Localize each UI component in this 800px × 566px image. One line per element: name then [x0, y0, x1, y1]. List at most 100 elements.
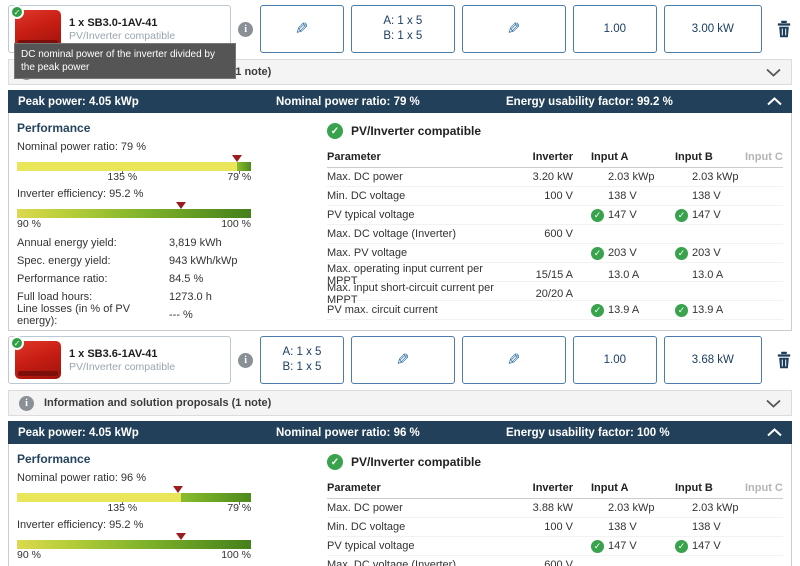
check-icon — [591, 208, 604, 222]
inverter-name: 1 x SB3.0-1AV-41 — [69, 16, 158, 29]
chevron-down-icon[interactable] — [766, 399, 781, 408]
quantity-value: 1.00 — [603, 354, 627, 366]
chevron-down-icon[interactable] — [766, 68, 781, 77]
stat-row: Performance ratio: 84.5 % — [17, 273, 204, 285]
check-icon — [675, 246, 688, 260]
stat-row: Spec. energy yield: 943 kWh/kWp — [17, 255, 238, 267]
table-row: Max. DC power 3.88 kW 2.03 kWp 2.03 kWp — [327, 499, 783, 518]
nominal-power-field[interactable]: 3.68 kW — [663, 336, 762, 384]
stat-row: Line losses (in % of PV energy): --- % — [17, 303, 193, 327]
value-marker-icon — [175, 202, 186, 209]
bar-tick-label: 135 % — [107, 502, 138, 514]
summary-bar: Peak power: 4.05 kWp Nominal power ratio… — [8, 90, 792, 113]
info-icon — [19, 395, 34, 411]
value-marker-icon — [175, 533, 186, 540]
compatible-check-icon — [10, 336, 24, 350]
compatibility-title: PV/Inverter compatible — [351, 455, 482, 469]
bar-green-zone — [236, 162, 251, 171]
info-icon[interactable] — [238, 21, 254, 37]
quantity-field[interactable]: 1.00 — [573, 336, 657, 384]
edit-strings-button[interactable]: ✎ — [461, 336, 566, 384]
string-configuration-box[interactable]: A: 1 x 5 B: 1 x 5 — [350, 5, 455, 53]
efficiency-bar — [17, 533, 251, 549]
bar-tick-label: 135 % — [107, 171, 138, 183]
chevron-up-icon[interactable] — [767, 428, 782, 437]
inverter-product-image — [10, 5, 61, 48]
table-row: Max. input short-circuit current per MPP… — [327, 282, 783, 306]
inverter-device-card[interactable]: 1 x SB3.6-1AV-41 PV/Inverter compatible — [8, 336, 232, 384]
bar-tick-label: 90 % — [17, 218, 41, 230]
edit-inverter-button[interactable]: ✎ — [260, 5, 344, 53]
inverter-row-1: 1 x SB3.0-1AV-41 PV/Inverter compatible … — [8, 5, 792, 53]
performance-panel: Performance Nominal power ratio: 79 % 13… — [9, 113, 307, 330]
nominal-ratio-label: Nominal power ratio: 79 % — [17, 141, 147, 153]
table-row: PV typical voltage 147 V 147 V — [327, 206, 783, 225]
quantity-field[interactable]: 1.00 — [573, 5, 657, 53]
table-header: Parameter Inverter Input A Input B Input… — [327, 147, 783, 168]
table-row: PV max. circuit current 13.9 A 13.9 A — [327, 301, 783, 320]
usability-summary: Energy usability factor: 100 % — [506, 426, 670, 439]
compatibility-panel: PV/Inverter compatible Parameter Inverte… — [307, 444, 791, 566]
performance-title: Performance — [17, 121, 91, 135]
compatibility-title: PV/Inverter compatible — [351, 124, 482, 138]
string-a-label: A: 1 x 5 — [383, 15, 423, 27]
table-row: Max. operating input current per MPPT 15/… — [327, 263, 783, 287]
efficiency-label: Inverter efficiency: 95.2 % — [17, 519, 144, 531]
efficiency-bar — [17, 202, 251, 218]
string-a-label: A: 1 x 5 — [282, 346, 322, 358]
stat-row: Full load hours: 1273.0 h — [17, 291, 212, 303]
inverter-device-card[interactable]: 1 x SB3.0-1AV-41 PV/Inverter compatible — [8, 5, 232, 53]
performance-title: Performance — [17, 452, 91, 466]
bar-tick-label: 79 % — [227, 502, 252, 514]
edit-strings-button[interactable]: ✎ — [461, 5, 566, 53]
bar-tick-label: 100 % — [221, 218, 251, 230]
table-row: Max. DC voltage (Inverter) 600 V — [327, 556, 783, 566]
info-proposals-label: Information and solution proposals (1 no… — [44, 397, 272, 409]
table-row: Max. PV voltage 203 V 203 V — [327, 244, 783, 263]
delete-inverter-icon[interactable] — [776, 351, 792, 369]
detail-panel: Performance Nominal power ratio: 79 % 13… — [8, 113, 792, 331]
inverter-product-image — [10, 336, 61, 379]
nominal-ratio-summary: Nominal power ratio: 79 % — [276, 95, 420, 108]
pencil-icon: ✎ — [396, 352, 410, 369]
detail-panel: Performance Nominal power ratio: 96 % 13… — [8, 444, 792, 566]
bar-green-zone — [180, 493, 251, 502]
power-value: 3.68 kW — [691, 354, 734, 366]
table-header: Parameter Inverter Input A Input B Input… — [327, 478, 783, 499]
peak-power-summary: Peak power: 4.05 kWp — [18, 95, 139, 108]
efficiency-label: Inverter efficiency: 95.2 % — [17, 188, 144, 200]
bar-tick-label: 79 % — [227, 171, 252, 183]
string-b-label: B: 1 x 5 — [383, 30, 423, 42]
compatibility-panel: PV/Inverter compatible Parameter Inverte… — [307, 113, 791, 330]
nominal-ratio-label: Nominal power ratio: 96 % — [17, 472, 147, 484]
nominal-power-field[interactable]: 3.00 kW — [663, 5, 762, 53]
peak-power-summary: Peak power: 4.05 kWp — [18, 426, 139, 439]
power-value: 3.00 kW — [691, 23, 734, 35]
pencil-icon: ✎ — [507, 21, 521, 38]
bar-tick-label: 90 % — [17, 549, 41, 561]
check-icon — [675, 303, 688, 317]
string-configuration-box[interactable]: A: 1 x 5 B: 1 x 5 — [260, 336, 344, 384]
check-icon — [591, 303, 604, 317]
table-row: Min. DC voltage 100 V 138 V 138 V — [327, 187, 783, 206]
delete-inverter-icon[interactable] — [776, 20, 792, 38]
pencil-icon: ✎ — [507, 352, 521, 369]
inverter-status: PV/Inverter compatible — [69, 360, 176, 373]
usability-summary: Energy usability factor: 99.2 % — [506, 95, 673, 108]
performance-panel: Performance Nominal power ratio: 96 % 13… — [9, 444, 307, 566]
nominal-ratio-bar — [17, 486, 251, 505]
inverter-status: PV/Inverter compatible — [69, 29, 176, 42]
inverter-row-2: 1 x SB3.6-1AV-41 PV/Inverter compatible … — [8, 336, 792, 384]
table-row: PV typical voltage 147 V 147 V — [327, 537, 783, 556]
bar-tick-label: 100 % — [221, 549, 251, 561]
check-icon — [591, 246, 604, 260]
info-icon[interactable] — [238, 352, 254, 368]
check-icon — [675, 539, 688, 553]
table-row: Max. DC power 3.20 kW 2.03 kWp 2.03 kWp — [327, 168, 783, 187]
compatible-check-icon — [327, 454, 343, 470]
info-proposals-row[interactable]: Information and solution proposals (1 no… — [8, 390, 792, 416]
chevron-up-icon[interactable] — [767, 97, 782, 106]
edit-inverter-button[interactable]: ✎ — [350, 336, 455, 384]
string-b-label: B: 1 x 5 — [282, 361, 322, 373]
table-row: Min. DC voltage 100 V 138 V 138 V — [327, 518, 783, 537]
